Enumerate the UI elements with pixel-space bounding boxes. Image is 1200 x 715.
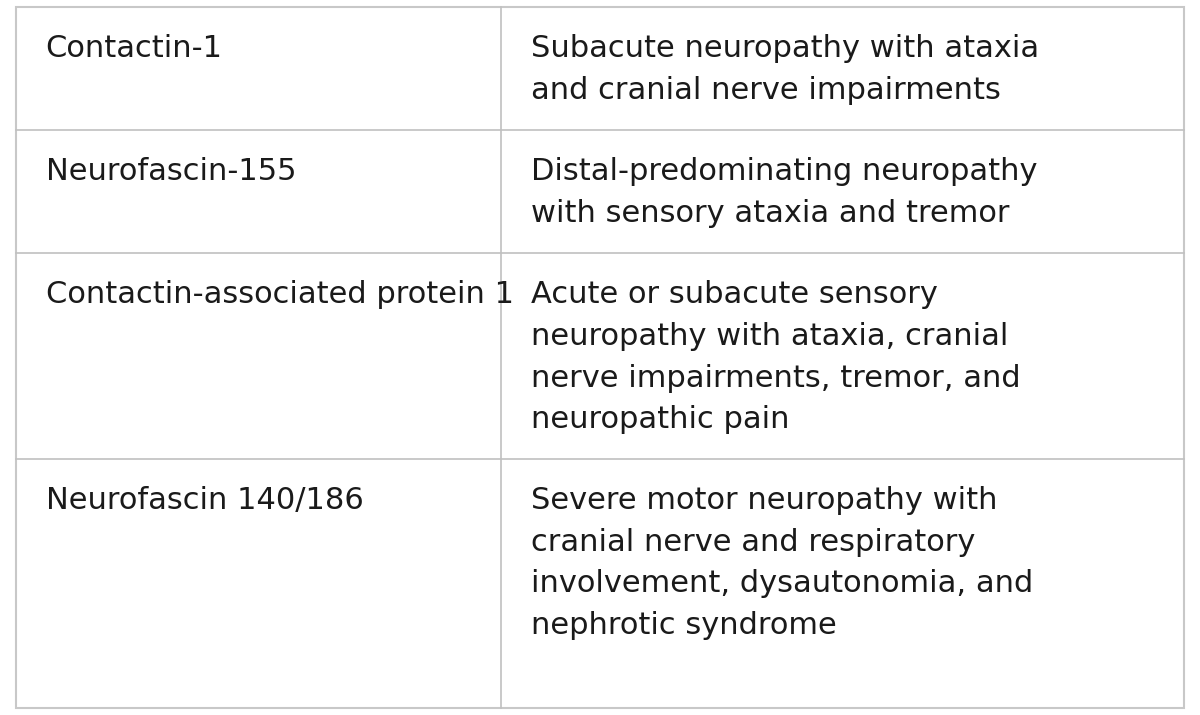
- Text: Subacute neuropathy with ataxia
and cranial nerve impairments: Subacute neuropathy with ataxia and cran…: [530, 34, 1039, 105]
- Text: Acute or subacute sensory
neuropathy with ataxia, cranial
nerve impairments, tre: Acute or subacute sensory neuropathy wit…: [530, 280, 1020, 434]
- Text: Neurofascin-155: Neurofascin-155: [46, 157, 296, 187]
- Text: Distal-predominating neuropathy
with sensory ataxia and tremor: Distal-predominating neuropathy with sen…: [530, 157, 1037, 228]
- Text: Severe motor neuropathy with
cranial nerve and respiratory
involvement, dysauton: Severe motor neuropathy with cranial ner…: [530, 486, 1033, 640]
- Text: Contactin-associated protein 1: Contactin-associated protein 1: [46, 280, 514, 310]
- Text: Contactin-1: Contactin-1: [46, 34, 223, 64]
- Text: Neurofascin 140/186: Neurofascin 140/186: [46, 486, 364, 516]
